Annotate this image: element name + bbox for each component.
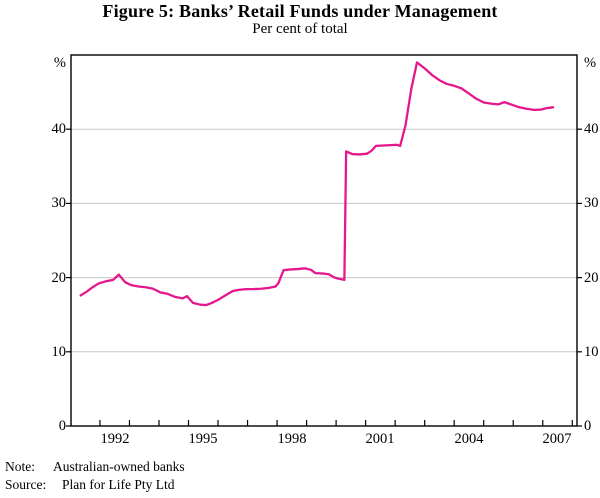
x-axis-label-1995: 1995 [188,431,218,447]
y-axis-label-40-left: 40 [51,121,67,137]
y-axis-unit-right: % [584,55,597,71]
y-axis-label-20-left: 20 [51,270,67,286]
y-axis-label-40-right: 40 [584,121,599,137]
x-axis-label-2004: 2004 [454,431,484,447]
source-label: Source: [5,477,47,492]
note-text: Australian-owned banks [53,459,185,474]
plot-border [70,54,578,427]
note-row: Note: Australian-owned banks [5,459,595,475]
figure-title: Figure 5: Banks’ Retail Funds under Mana… [102,1,498,21]
y-axis-label-10-right: 10 [584,344,599,360]
y-axis-label-30-left: 30 [51,195,67,211]
y-axis-label-0-right: 0 [584,418,592,434]
x-axis-label-2001: 2001 [365,431,395,447]
x-axis-label-2007: 2007 [542,431,572,447]
y-axis-label-20-right: 20 [584,270,599,286]
x-axis-label-1998: 1998 [277,431,307,447]
y-axis-label-0-left: 0 [58,418,66,434]
source-text: Plan for Life Pty Ltd [62,477,175,492]
x-axis-label-1992: 1992 [100,431,130,447]
figure-subtitle: Per cent of total [252,21,348,37]
source-row: Source: Plan for Life Pty Ltd [5,477,595,493]
y-axis-label-10-left: 10 [51,344,67,360]
y-axis-label-30-right: 30 [584,195,599,211]
note-label: Note: [5,459,35,474]
y-axis-unit-left: % [53,55,66,71]
data-line-banks-retail-funds [79,61,555,307]
